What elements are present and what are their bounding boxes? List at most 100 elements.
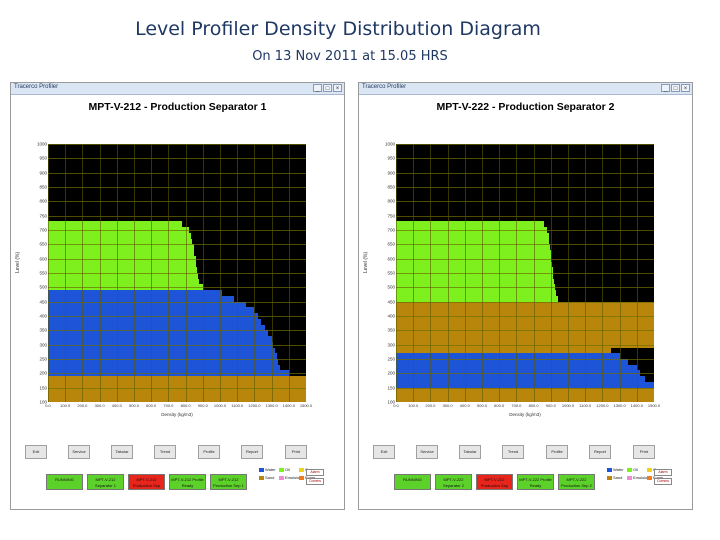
grid-line-h	[396, 230, 654, 231]
profile-bar	[396, 353, 620, 359]
x-tick-label: 0.0	[45, 403, 51, 408]
profile-bar	[396, 284, 556, 291]
mini-button-alarm[interactable]: Alarm	[306, 469, 324, 476]
mini-button-alarm[interactable]: Alarm	[654, 469, 672, 476]
y-tick-label: 350	[387, 327, 395, 333]
y-tick-label: 800	[387, 198, 395, 204]
chart-title: MPT-V-212 - Production Separator 1	[88, 101, 267, 113]
button-tabular[interactable]: Tabular	[111, 445, 133, 459]
maximize-icon[interactable]: □	[323, 84, 332, 92]
legend-label: Sand	[265, 475, 275, 480]
x-tick-label: 1200.0	[248, 403, 261, 408]
grid-line-h	[48, 187, 306, 188]
phase-band-gas	[396, 144, 654, 220]
button-print[interactable]: Print	[633, 445, 655, 459]
y-tick-label: 400	[387, 313, 395, 319]
status-indicator: MPT-V-212 Separator 1	[87, 474, 124, 490]
grid-line-v	[168, 144, 170, 402]
legend-item: Sand	[259, 475, 274, 480]
profile-bar	[48, 221, 183, 228]
grid-line-h	[396, 215, 654, 217]
y-tick-label: 300	[387, 342, 395, 348]
profile-bar	[396, 370, 641, 377]
grid-line-h	[396, 316, 654, 317]
legend-swatch	[259, 475, 264, 480]
y-tick-label: 600	[39, 256, 47, 262]
y-tick-label: 500	[39, 284, 47, 290]
profile-bar	[48, 273, 198, 279]
x-tick-label: 900.0	[545, 403, 556, 408]
legend-swatch	[299, 475, 304, 480]
x-axis-ticks: 0.0 100.0 200.0 300.0 400.0 500.0 600.0 700.0 80…	[45, 403, 312, 413]
status-indicator: MPT-V-212 Production Sep	[128, 474, 165, 490]
profile-bar	[48, 393, 306, 400]
mini-button-comms[interactable]: Comms	[306, 478, 324, 485]
slide-title: Level Profiler Density Distribution Diag…	[135, 18, 541, 40]
grid-line-v	[65, 144, 67, 402]
profiler-window: Tracerco Profiler _ □ × MPT-V-212 - Producti…	[10, 82, 345, 510]
grid-line-v	[288, 144, 290, 402]
legend-item: Oil	[627, 467, 638, 472]
x-tick-label: 600.0	[494, 403, 505, 408]
button-print[interactable]: Print	[285, 445, 307, 459]
close-icon[interactable]: ×	[681, 84, 690, 92]
button-report[interactable]: Report	[589, 445, 611, 459]
legend-swatch	[627, 475, 632, 480]
grid-line-v	[48, 144, 49, 402]
button-service[interactable]: Service	[416, 445, 438, 459]
grid-line-v	[82, 144, 84, 402]
button-exit[interactable]: Exit	[373, 445, 395, 459]
close-icon[interactable]: ×	[333, 84, 342, 92]
grid-line-h	[396, 158, 654, 160]
minimize-icon[interactable]: _	[313, 84, 322, 92]
minimize-icon[interactable]: _	[661, 84, 670, 92]
status-row: RUNNING MPT-V-212 Separator 1 MPT-V-212 Pr…	[11, 474, 344, 492]
profile-bar	[396, 397, 654, 402]
grid-line-h	[48, 344, 306, 346]
button-exit[interactable]: Exit	[25, 445, 47, 459]
maximize-icon[interactable]: □	[671, 84, 680, 92]
grid-line-v	[602, 144, 604, 402]
y-axis-ticks: 1000 950 900 850 800 750 700 650 600 550 500 450 400…	[377, 142, 395, 405]
grid-line-h	[48, 230, 306, 231]
y-tick-label: 850	[387, 184, 395, 190]
profile-bar	[396, 313, 654, 319]
button-report[interactable]: Report	[241, 445, 263, 459]
grid-line-h	[48, 144, 306, 145]
profile-bar	[48, 330, 269, 337]
mini-button-comms[interactable]: Comms	[654, 478, 672, 485]
x-tick-label: 0.0	[393, 403, 399, 408]
y-tick-label: 150	[387, 385, 395, 391]
profile-bar	[48, 381, 306, 388]
x-tick-label: 800.0	[180, 403, 191, 408]
status-indicator: MPT-V-212 Profile Ready	[169, 474, 206, 490]
grid-line-h	[396, 172, 654, 174]
legend-swatch	[647, 467, 652, 472]
button-trend[interactable]: Trend	[154, 445, 176, 459]
grid-line-h	[396, 330, 654, 332]
profile-bar	[396, 278, 555, 285]
button-tabular[interactable]: Tabular	[459, 445, 481, 459]
grid-line-v	[271, 144, 273, 402]
button-service[interactable]: Service	[68, 445, 90, 459]
y-tick-label: 900	[387, 170, 395, 176]
grid-line-h	[396, 187, 654, 188]
button-profile[interactable]: Profile	[546, 445, 568, 459]
button-profile[interactable]: Profile	[198, 445, 220, 459]
profile-bar	[396, 250, 551, 256]
button-trend[interactable]: Trend	[502, 445, 524, 459]
x-tick-label: 100.0	[60, 403, 71, 408]
x-tick-label: 1500.0	[299, 403, 313, 408]
legend-label: Sand	[613, 475, 623, 480]
profile-bar	[48, 301, 246, 308]
y-tick-label: 550	[387, 270, 395, 276]
grid-line-v	[464, 144, 466, 402]
profile-bar	[396, 244, 550, 251]
x-tick-label: 1300.0	[613, 403, 626, 408]
grid-line-v	[185, 144, 187, 402]
grid-line-h	[396, 273, 654, 274]
grid-line-v	[568, 144, 569, 402]
chart-title: MPT-V-222 - Production Separator 2	[436, 101, 615, 113]
profile-bar	[48, 267, 197, 273]
x-tick-label: 1000.0	[561, 403, 575, 408]
